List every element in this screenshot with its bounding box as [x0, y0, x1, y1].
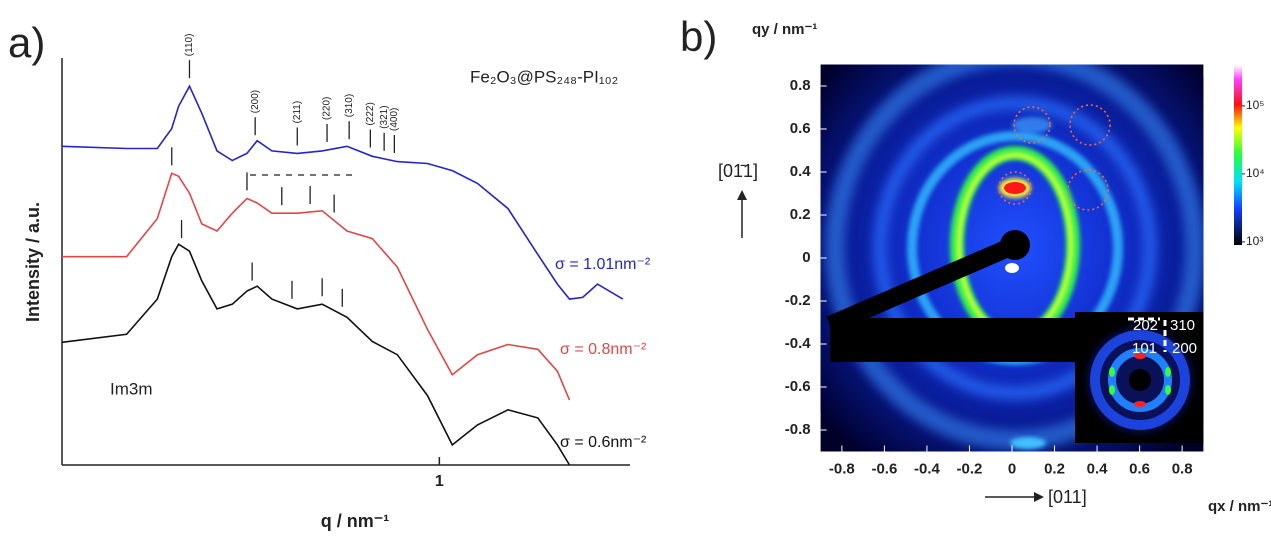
colorbar-tick-label: 10⁴ [1246, 166, 1265, 180]
arrow-head [1034, 492, 1044, 502]
peak-label: (321) [379, 105, 390, 128]
x-tick-label: 0 [1008, 460, 1016, 477]
direction-label: [011] [1048, 487, 1087, 507]
scattering-image [820, 64, 1204, 452]
y-tick-label: -0.4 [785, 335, 812, 352]
peak-label: (220) [322, 97, 333, 120]
direction-label: [01̄1] [718, 161, 758, 181]
annotation: Fe₂O₃@PS₂₄₈-PI₁₀₂ [470, 67, 618, 86]
y-tick-label: -0.2 [785, 292, 811, 309]
peak-label: (310) [344, 94, 355, 117]
panel-label: b) [680, 13, 717, 60]
x-tick-label: 1 [435, 473, 444, 490]
x-axis-label: q / nm⁻¹ [321, 511, 390, 531]
colorbar-tick-label: 10⁵ [1246, 98, 1264, 112]
x-tick-label: -0.2 [957, 460, 983, 477]
series-label: σ = 0.8nm⁻² [560, 341, 647, 358]
peak-label: (222) [365, 102, 376, 125]
x-axis-label: qx / nm⁻¹ [1208, 498, 1271, 515]
y-tick-label: 0.2 [790, 206, 811, 223]
panel-label: a) [8, 19, 45, 66]
peak-label: (211) [292, 101, 303, 124]
peak-label: (200) [250, 90, 261, 113]
series-line [61, 243, 571, 466]
inset-label: 310 [1170, 317, 1195, 334]
inset-label: 200 [1172, 340, 1197, 357]
colorbar-tick-label: 10³ [1246, 234, 1263, 248]
y-tick-label: 0.8 [790, 77, 811, 94]
series-line [62, 172, 571, 401]
x-tick-label: 0.8 [1172, 460, 1193, 477]
series-label: σ = 0.6nm⁻² [560, 434, 647, 451]
colorbar [1234, 65, 1242, 245]
y-tick-label: -0.8 [785, 421, 811, 438]
y-axis-label: Intensity / a.u. [23, 202, 43, 322]
x-tick-label: 0.6 [1129, 460, 1150, 477]
x-tick-label: 0.4 [1087, 460, 1109, 477]
peak-label: (110) [184, 34, 195, 57]
series-line [61, 84, 624, 300]
series-label: σ = 1.01nm⁻² [555, 256, 651, 273]
y-axis-label: qy / nm⁻¹ [752, 21, 817, 38]
inset-label: 101 [1132, 340, 1157, 357]
x-tick-label: -0.8 [829, 460, 855, 477]
inset-label: 202 [1133, 317, 1158, 334]
x-tick-label: -0.4 [914, 460, 941, 477]
y-tick-label: -0.6 [785, 378, 811, 395]
y-tick-label: 0.4 [790, 163, 812, 180]
annotation: Im3m [110, 379, 153, 398]
arrow-head [737, 190, 747, 200]
peak-label: (400) [389, 108, 400, 131]
x-tick-label: -0.6 [871, 460, 897, 477]
y-tick-label: 0 [802, 249, 810, 266]
x-tick-label: 0.2 [1044, 460, 1065, 477]
y-tick-label: 0.6 [790, 120, 811, 137]
